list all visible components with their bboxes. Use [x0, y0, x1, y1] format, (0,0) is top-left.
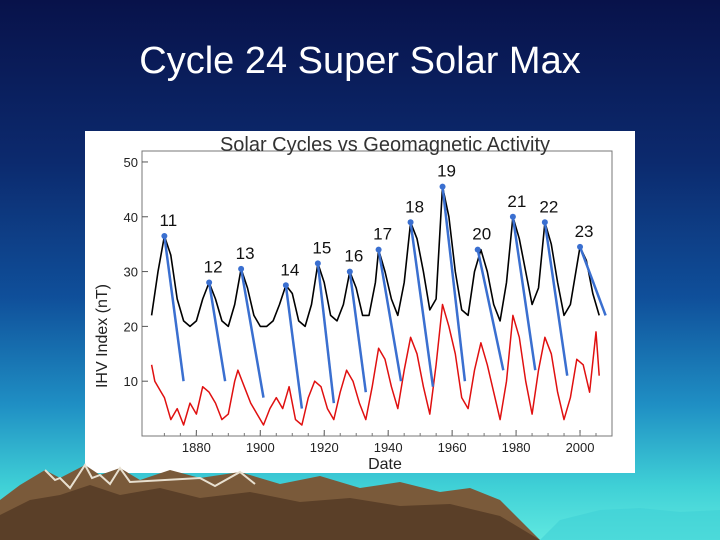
x-tick-label: 2000 — [566, 440, 595, 455]
x-tick-label: 1880 — [182, 440, 211, 455]
cycle-peak-marker — [314, 260, 321, 267]
cycle-label: 11 — [160, 211, 178, 230]
cycle-peak-marker — [282, 282, 289, 289]
x-tick-label: 1960 — [438, 440, 467, 455]
cycle-trend-line — [511, 216, 537, 371]
cycle-label: 12 — [204, 258, 223, 277]
cycle-peak-marker — [206, 279, 213, 286]
ihv-index-line — [150, 185, 600, 328]
x-tick-label: 1900 — [246, 440, 275, 455]
cycle-peak-marker — [161, 232, 168, 239]
y-tick-label: 20 — [124, 319, 138, 334]
cycle-peak-marker — [509, 213, 516, 220]
slide-title: Cycle 24 Super Solar Max — [139, 40, 581, 82]
cycle-label: 19 — [437, 162, 456, 181]
y-tick-label: 10 — [124, 374, 138, 389]
cycle-label: 21 — [507, 192, 526, 211]
cycle-label: 15 — [312, 238, 331, 257]
cycle-trend-line — [163, 235, 185, 382]
x-tick-label: 1920 — [310, 440, 339, 455]
cycle-trend-line — [409, 222, 435, 387]
chart: Solar Cycles vs Geomagnetic Activity Dat… — [94, 134, 613, 473]
plot-area — [141, 150, 613, 437]
y-tick-label: 30 — [124, 265, 138, 280]
x-tick-label: 1940 — [374, 440, 403, 455]
cycle-peak-marker — [407, 219, 414, 226]
y-axis-title: IHV Index (nT) — [94, 284, 111, 388]
cycle-peak-marker — [577, 243, 584, 250]
cycle-label: 14 — [280, 260, 299, 279]
x-axis-title: Date — [368, 456, 402, 473]
cycle-label: 16 — [344, 247, 363, 266]
y-tick-label: 40 — [124, 210, 138, 225]
chart-frame: Solar Cycles vs Geomagnetic Activity Dat… — [85, 131, 635, 473]
cycle-trend-line — [441, 186, 467, 382]
cycle-trend-line — [348, 271, 368, 393]
cycle-peak-marker — [439, 183, 446, 190]
cycle-peak-marker — [375, 246, 382, 253]
cycle-label: 18 — [405, 197, 424, 216]
cycle-trend-line — [377, 249, 403, 382]
cycle-label: 23 — [575, 222, 594, 241]
cycle-trend-line — [284, 285, 304, 409]
cycle-label: 17 — [373, 225, 392, 244]
x-tick-label: 1980 — [502, 440, 531, 455]
cycle-trend-line — [207, 282, 227, 382]
cycle-label: 20 — [472, 225, 491, 244]
cycle-trend-line — [578, 246, 607, 316]
cycle-trend-line — [239, 268, 265, 398]
y-tick-label: 50 — [124, 155, 138, 170]
cycle-trend-line — [316, 263, 336, 404]
cycle-trend-line — [543, 222, 569, 376]
mountain-range-graphic — [0, 463, 720, 540]
cycle-trend-line — [476, 249, 505, 371]
cycle-peak-marker — [238, 265, 245, 272]
chart-title: Solar Cycles vs Geomagnetic Activity — [220, 134, 550, 156]
sunspot-activity-line — [150, 303, 600, 426]
cycle-label: 22 — [539, 197, 558, 216]
cycle-peak-marker — [474, 246, 481, 253]
cycle-peak-marker — [346, 268, 353, 275]
cycle-peak-marker — [541, 219, 548, 226]
cycle-label: 13 — [236, 244, 255, 263]
